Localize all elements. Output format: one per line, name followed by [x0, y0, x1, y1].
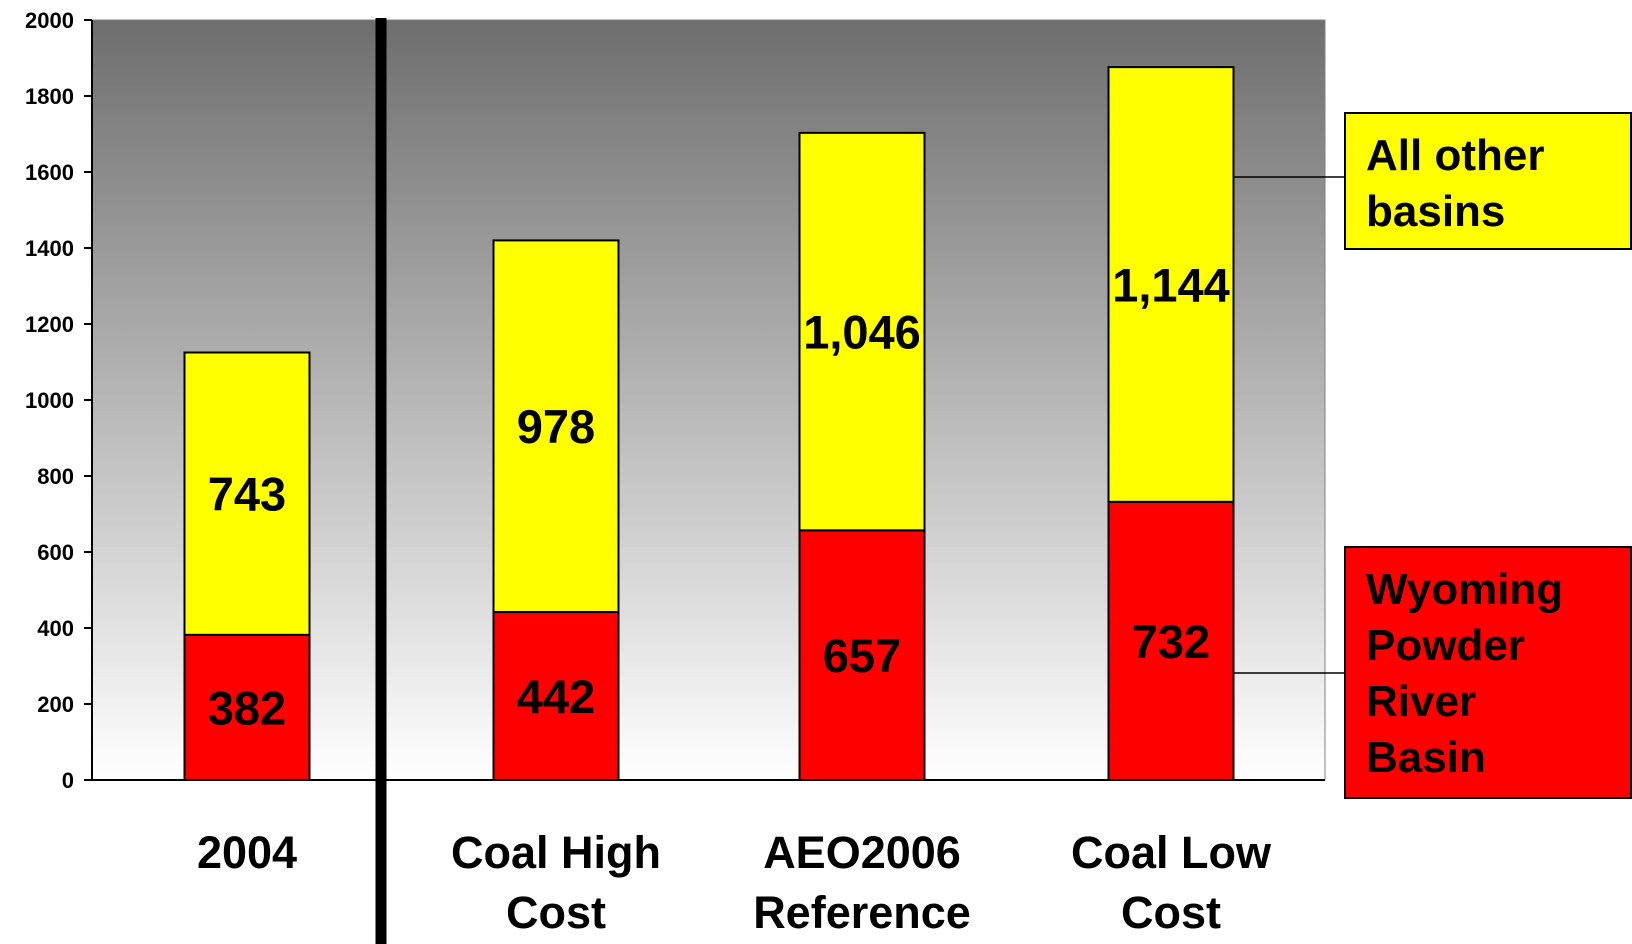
bar-segment-wyoming-0 [183, 633, 311, 782]
data-label: 978 [517, 400, 595, 453]
y-tick-label: 1600 [25, 160, 74, 185]
data-label: 732 [1132, 615, 1210, 668]
data-label: 442 [517, 670, 595, 723]
x-category-label-line: Coal Low [1071, 827, 1271, 878]
legend-label-line: Powder [1366, 621, 1525, 670]
y-tick-label: 1000 [25, 388, 74, 413]
x-category-label-line: Cost [506, 887, 606, 938]
legend-wyoming-powder-river-basin: Wyoming Powder River Basin [1344, 546, 1632, 799]
legend-label-line: All other [1366, 131, 1545, 180]
legend-all-other-basins: All other basins [1344, 112, 1632, 250]
y-tick-label: 800 [37, 464, 74, 489]
y-tick-label: 1200 [25, 312, 74, 337]
y-tick-label: 0 [62, 768, 74, 793]
x-category-label: AEO2006 Reference [722, 823, 1002, 943]
bar-segment-other-1 [492, 239, 620, 614]
data-label: 1,046 [803, 306, 921, 359]
data-label: 657 [823, 629, 901, 682]
legend-label-line: basins [1366, 187, 1506, 236]
y-tick-label: 2000 [25, 8, 74, 33]
x-category-label: 2004 [107, 823, 387, 883]
data-label: 1,144 [1112, 258, 1230, 311]
y-tick-label: 600 [37, 540, 74, 565]
bar-segment-wyoming-3 [1107, 500, 1235, 781]
bar-segment-other-3 [1107, 66, 1235, 503]
bar-segment-other-0 [183, 351, 311, 636]
x-category-label-line: AEO2006 [763, 827, 961, 878]
y-tick-label: 1800 [25, 84, 74, 109]
x-category-label-line: 2004 [196, 827, 298, 878]
x-category-label-line: Coal High [451, 827, 661, 878]
legend-label-line: Basin [1366, 733, 1486, 782]
y-tick-label: 1400 [25, 236, 74, 261]
x-category-label: Coal High Cost [416, 823, 696, 943]
legend-label-line: River [1366, 677, 1477, 726]
bar-segment-other-2 [798, 131, 926, 532]
data-label: 743 [208, 468, 286, 521]
bar-segment-wyoming-1 [492, 611, 620, 781]
y-tick-label: 400 [37, 616, 74, 641]
x-category-label-line: Cost [1121, 887, 1221, 938]
x-category-label-line: Reference [753, 887, 971, 938]
bars: 382 743 442 978 657 1,046 732 1,144 [183, 66, 1235, 782]
legend-leader-lines [1233, 176, 1344, 674]
data-label: 382 [208, 681, 286, 734]
y-tick-label: 200 [37, 692, 74, 717]
legend-label-line: Wyoming [1366, 565, 1564, 614]
x-category-label: Coal Low Cost [1031, 823, 1311, 943]
bar-segment-wyoming-2 [798, 529, 926, 782]
